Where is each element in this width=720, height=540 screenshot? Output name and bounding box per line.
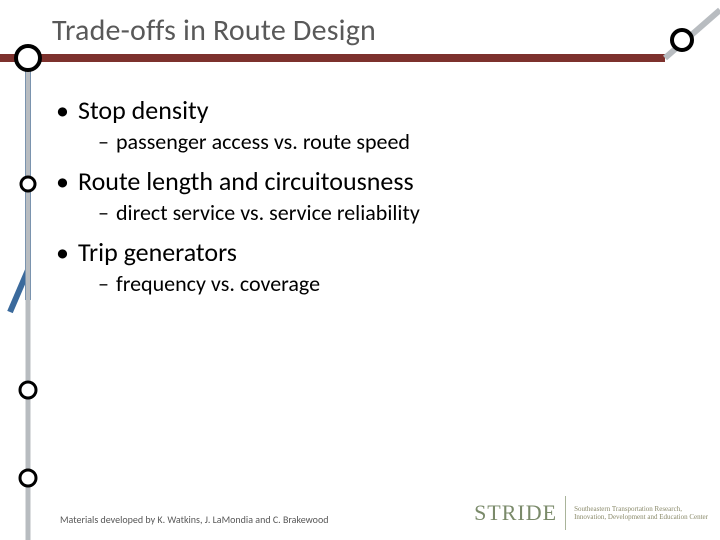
bullet-trip-generators: Trip generators (52, 236, 652, 268)
sub-route-length: direct service vs. service reliability (98, 199, 652, 226)
logo-divider (565, 496, 566, 530)
logo-subtitle: Southeastern Transportation Research, In… (574, 505, 708, 521)
bullet-route-length: Route length and circuitousness (52, 165, 652, 197)
slide: Trade-offs in Route Design Stop density … (0, 0, 720, 540)
stride-logo-text: STRIDE (474, 500, 557, 526)
sub-stop-density: passenger access vs. route speed (98, 128, 652, 155)
slide-title: Trade-offs in Route Design (52, 12, 376, 49)
content-block: Stop density passenger access vs. route … (52, 88, 652, 307)
stride-logo: STRIDE Southeastern Transportation Resea… (474, 496, 708, 530)
bullet-stop-density: Stop density (52, 94, 652, 126)
footer-attribution: Materials developed by K. Watkins, J. La… (60, 513, 328, 526)
logo-sub-line2: Innovation, Development and Education Ce… (574, 513, 708, 521)
logo-sub-line1: Southeastern Transportation Research, (574, 505, 708, 513)
sub-trip-generators: frequency vs. coverage (98, 270, 652, 297)
